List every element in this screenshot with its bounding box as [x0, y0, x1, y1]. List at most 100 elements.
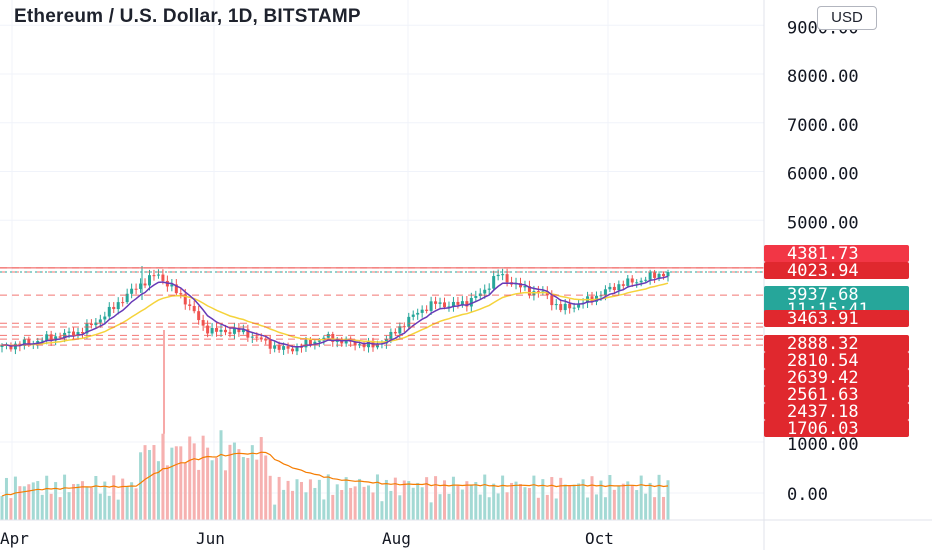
candle-up — [420, 309, 424, 313]
volume-bar — [411, 487, 415, 520]
candle-up — [666, 272, 670, 277]
price-label-badge[interactable] — [764, 335, 909, 352]
volume-bar — [572, 484, 576, 520]
candle-up — [563, 303, 567, 311]
volume-bar — [505, 492, 509, 520]
volume-bar — [277, 476, 281, 520]
volume-bar — [581, 479, 585, 520]
candle-down — [353, 341, 357, 346]
volume-bar — [103, 481, 107, 520]
candle-up — [429, 301, 433, 311]
candle-down — [536, 291, 540, 293]
volume-bar — [152, 445, 156, 520]
candle-down — [49, 334, 53, 341]
volume-bar — [13, 476, 17, 520]
volume-bar — [237, 449, 241, 520]
volume-bar — [554, 498, 558, 520]
volume-bar — [420, 487, 424, 520]
volume-bar — [45, 475, 49, 520]
price-label: 4381.73 — [787, 244, 859, 264]
candle-up — [599, 295, 603, 297]
volume-bar — [358, 478, 362, 520]
y-tick-label: 7000.00 — [787, 116, 859, 136]
price-label-badge[interactable] — [764, 403, 909, 420]
volume-bar — [72, 484, 76, 520]
candle-down — [246, 329, 250, 338]
price-label-badge[interactable] — [764, 262, 909, 279]
volume-bar — [183, 462, 187, 520]
candle-down — [27, 339, 31, 344]
currency-button[interactable]: USD — [817, 6, 877, 30]
candle-up — [22, 339, 26, 346]
candle-down — [188, 304, 192, 306]
price-label-badge[interactable] — [764, 310, 909, 327]
volume-bar — [317, 479, 321, 520]
volume-bar — [299, 481, 303, 520]
candle-down — [653, 272, 657, 278]
candle-down — [80, 332, 84, 334]
volume-bar — [380, 501, 384, 520]
candle-up — [398, 326, 402, 334]
volume-bar — [630, 484, 634, 520]
price-label-badge[interactable] — [764, 352, 909, 369]
volume-bar — [648, 482, 652, 520]
volume-bar — [662, 496, 666, 520]
volume-bar — [22, 486, 26, 520]
volume-bar — [49, 493, 53, 520]
candle-up — [67, 331, 71, 333]
candle-up — [45, 334, 49, 341]
volume-bar — [273, 504, 277, 520]
candle-down — [72, 331, 76, 336]
candle-up — [644, 279, 648, 281]
volume-bar — [666, 480, 670, 520]
candle-up — [98, 319, 102, 323]
candle-down — [612, 286, 616, 291]
candle-up — [219, 329, 223, 332]
volume-bar — [362, 486, 366, 520]
x-tick-label: Oct — [585, 529, 614, 548]
volume-bar — [197, 469, 201, 520]
candle-up — [103, 316, 107, 320]
candle-up — [438, 302, 442, 304]
volume-bar — [456, 485, 460, 520]
volume-bar — [156, 461, 160, 520]
volume-bar — [340, 489, 344, 520]
candle-up — [36, 340, 40, 344]
volume-bar — [308, 479, 312, 520]
x-tick-label: Jun — [196, 529, 225, 548]
candle-down — [550, 295, 554, 306]
volume-bar — [228, 444, 232, 520]
volume-bar — [474, 482, 478, 520]
volume-bar — [107, 495, 111, 520]
volume-bar — [250, 445, 254, 520]
price-label-badge[interactable] — [764, 369, 909, 386]
candle-down — [152, 275, 156, 277]
volume-bar — [429, 502, 433, 520]
volume-bar — [335, 484, 339, 520]
volume-bar — [255, 459, 259, 520]
volume-bar — [0, 496, 4, 520]
candle-up — [107, 306, 111, 317]
candle-down — [425, 309, 429, 311]
volume-bar — [438, 494, 442, 520]
volume-bar — [232, 442, 236, 520]
candle-up — [232, 327, 236, 334]
candle-down — [192, 305, 196, 312]
candle-down — [505, 274, 509, 283]
price-label-badge[interactable] — [764, 420, 909, 437]
volume-bar — [170, 447, 174, 520]
volume-bar — [626, 481, 630, 520]
price-label-badge[interactable] — [764, 245, 909, 262]
candle-up — [40, 340, 44, 342]
candle-down — [362, 344, 366, 348]
candle-up — [273, 345, 277, 349]
candle-down — [228, 332, 232, 334]
volume-bar — [353, 486, 357, 520]
price-label-badge[interactable] — [764, 386, 909, 403]
volume-bar — [344, 477, 348, 520]
volume-bar — [532, 475, 536, 520]
candle-down — [443, 302, 447, 308]
candle-up — [156, 274, 160, 276]
